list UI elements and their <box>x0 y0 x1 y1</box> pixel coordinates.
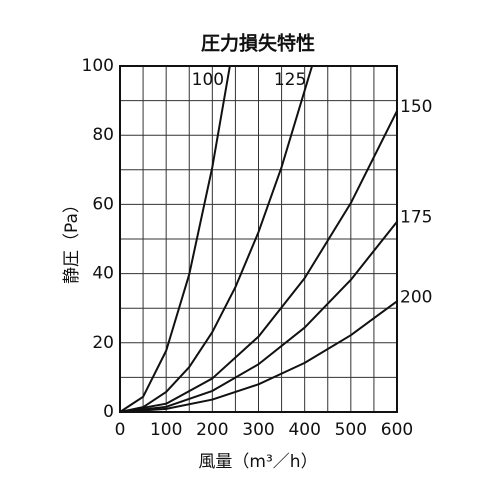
x-tick-label: 100 <box>150 420 182 440</box>
curve <box>119 65 314 413</box>
curve <box>119 110 398 413</box>
x-tick-label: 400 <box>288 420 320 440</box>
curve <box>119 300 398 413</box>
y-tick-label: 20 <box>92 333 114 353</box>
y-axis-label: 静圧（Pa） <box>62 196 82 284</box>
curve-label: 200 <box>400 287 432 307</box>
y-tick-label: 0 <box>103 402 114 422</box>
curve-label: 125 <box>274 70 306 90</box>
curve-label: 175 <box>400 208 432 228</box>
curve-label: 100 <box>192 70 224 90</box>
y-tick-label: 40 <box>92 264 114 284</box>
curve <box>119 221 398 413</box>
plot-frame <box>119 65 398 413</box>
x-tick-label: 500 <box>335 420 367 440</box>
x-tick-label: 0 <box>115 420 126 440</box>
y-tick-label: 100 <box>82 56 114 76</box>
curve-label: 150 <box>400 97 432 117</box>
x-tick-label: 200 <box>196 420 228 440</box>
x-tick-label: 300 <box>242 420 274 440</box>
y-tick-label: 60 <box>92 194 114 214</box>
chart-title: 圧力損失特性 <box>201 32 315 55</box>
x-axis-label: 風量（m³／h） <box>198 452 317 472</box>
x-tick-label: 600 <box>381 420 413 440</box>
y-tick-label: 80 <box>92 125 114 145</box>
curve <box>119 65 231 413</box>
